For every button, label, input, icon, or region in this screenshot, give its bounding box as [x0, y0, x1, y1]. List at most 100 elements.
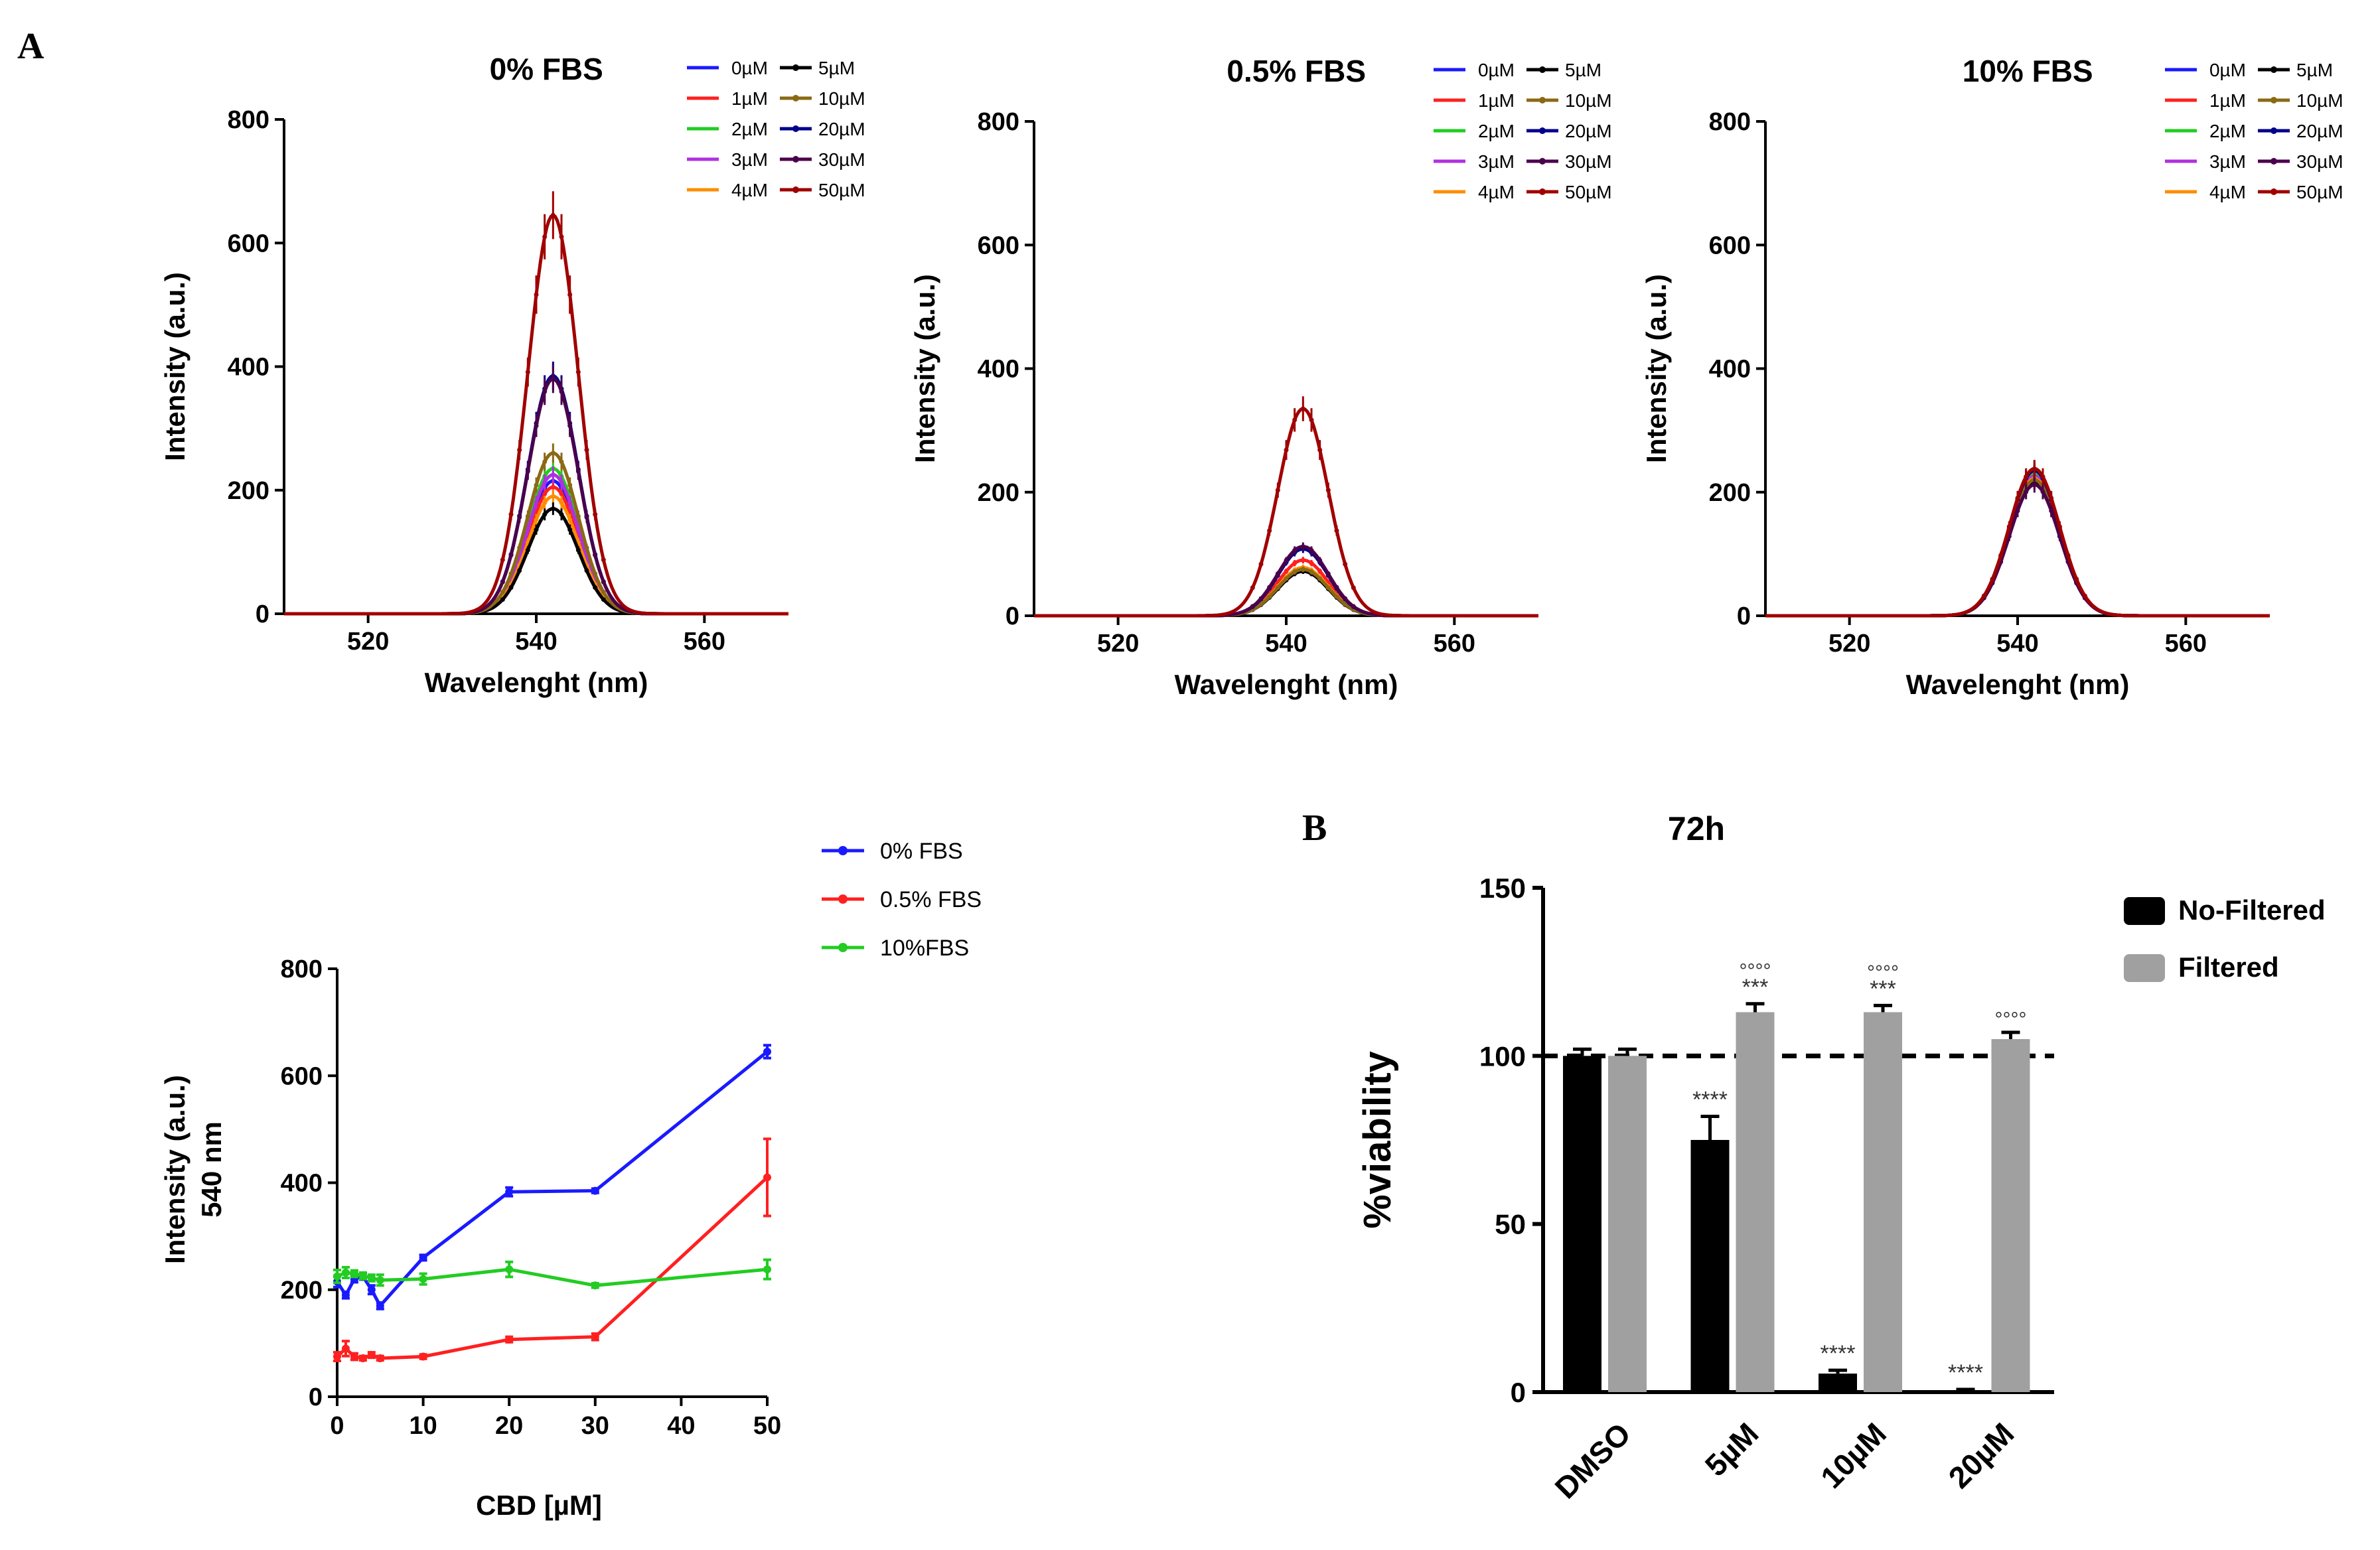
spectrum-point — [542, 480, 548, 485]
spectrum-point — [559, 500, 564, 506]
legend-label: 0µM — [1478, 60, 1515, 80]
spectrum-point — [517, 545, 522, 550]
spectrum-point — [1275, 488, 1280, 493]
y-tick-label: 0 — [256, 600, 269, 628]
spectrum-point — [1267, 594, 1272, 599]
spectrum-point — [2074, 577, 2079, 582]
legend-label: 0.5% FBS — [880, 887, 982, 912]
x-tick-label: 540 — [1265, 630, 1307, 658]
spectrum-point — [1258, 602, 1264, 607]
spectrum-point — [1292, 561, 1298, 566]
spectrum-point — [525, 370, 530, 375]
spectrum-point — [559, 234, 564, 240]
legend-label: 30µM — [1565, 151, 1612, 172]
spectrum-point — [550, 506, 556, 512]
x-tick-label: 540 — [1996, 630, 2038, 658]
data-point — [763, 1047, 771, 1056]
legend-label: 1µM — [731, 88, 768, 109]
viability-bar-chart: 050100150%viability72hDMSO*******°°°°5µM… — [1356, 810, 2326, 1505]
spectrum-point — [500, 579, 505, 585]
spectrum-point — [584, 515, 589, 520]
legend-label: 20µM — [1565, 121, 1612, 141]
spectrum-point — [508, 571, 514, 577]
y-tick-label: 800 — [228, 106, 269, 134]
spectrum-point — [584, 447, 589, 453]
spectrum-point — [1292, 569, 1298, 575]
x-tick-label: 30 — [581, 1412, 609, 1440]
y-tick-label: 150 — [1479, 873, 1526, 904]
data-point — [419, 1275, 427, 1283]
spectrum-point — [550, 472, 556, 477]
y-tick-label: 0 — [1511, 1377, 1526, 1408]
y-tick-label: 200 — [281, 1277, 323, 1304]
spectrum-line — [1034, 558, 1538, 618]
y-tick-label: 600 — [978, 232, 1019, 259]
legend-label: 1µM — [2209, 90, 2246, 111]
x-tick-label: 560 — [684, 628, 725, 656]
legend-label: 4µM — [2209, 182, 2246, 202]
data-point — [333, 1272, 341, 1281]
y-tick-label: 200 — [228, 477, 269, 505]
y-tick-label: 100 — [1479, 1040, 1526, 1072]
spectrum-point — [559, 459, 564, 464]
spectrum-point — [2049, 508, 2054, 514]
significance-circles: °°°° — [1867, 961, 1899, 983]
spectrum-point — [534, 482, 539, 488]
x-tick-label: 10 — [409, 1412, 437, 1440]
spectrum-point — [1309, 547, 1314, 553]
legend-label: 4µM — [731, 180, 768, 200]
y-axis-label: Intensity (a.u.) — [1641, 274, 1672, 463]
legend-label: 10µM — [818, 88, 865, 109]
spectrum-point — [593, 512, 598, 517]
legend-marker — [1539, 97, 1546, 104]
spectrum-point — [1258, 596, 1264, 601]
spectrum-point — [559, 512, 564, 517]
legend-label: 3µM — [1478, 151, 1515, 172]
x-tick-label: 520 — [347, 628, 389, 656]
data-point — [350, 1352, 358, 1361]
legend-marker — [792, 186, 799, 193]
spectrum-point — [584, 545, 589, 550]
data-point — [591, 1281, 599, 1290]
y-tick-label: 0 — [1005, 602, 1019, 630]
spectrum-point — [567, 500, 573, 505]
data-point — [591, 1186, 599, 1195]
legend-swatch — [2124, 954, 2165, 982]
legend-label: 1µM — [1478, 90, 1515, 111]
chart-title: 0.5% FBS — [1227, 54, 1366, 88]
data-point — [376, 1301, 384, 1310]
legend-label: 20µM — [2296, 121, 2343, 141]
spectrum-point — [1334, 594, 1339, 599]
spectrum-line — [1034, 407, 1538, 618]
legend-marker — [2270, 127, 2277, 134]
spectrum-point — [559, 480, 564, 485]
legend-marker — [2270, 158, 2277, 165]
spectrum-point — [534, 500, 539, 505]
spectrum-point — [1309, 561, 1314, 566]
spectrum-point — [508, 553, 514, 558]
y-tick-label: 400 — [228, 354, 269, 382]
series-line — [336, 1267, 768, 1287]
spectrum-point — [575, 547, 581, 553]
spectrum-point — [1275, 571, 1280, 577]
spectrum-point — [1981, 593, 1986, 599]
chart-title: 10% FBS — [1963, 54, 2093, 88]
spectrum-point — [1267, 585, 1272, 590]
spectrum-point — [601, 589, 606, 595]
spectrum-point — [1258, 561, 1264, 567]
legend-label: 10%FBS — [880, 936, 969, 961]
spectrum-point — [1990, 577, 1995, 582]
spectrum-line — [1034, 565, 1538, 618]
data-point — [341, 1344, 350, 1353]
bar — [1690, 1140, 1730, 1392]
spectrum-point — [2032, 466, 2037, 471]
x-axis-label: Wavelenght (nm) — [425, 667, 648, 698]
spectrum-chart-0-fbs: 0 200 400 600 800 520 540 560 Wavelenght (nm) Int… — [159, 52, 865, 698]
legend-label: 50µM — [818, 180, 865, 200]
spectrum-point — [534, 292, 539, 297]
y-tick-label: 600 — [281, 1062, 323, 1090]
spectrum-point — [534, 423, 539, 429]
significance-stars: **** — [1948, 1360, 1983, 1385]
spectrum-point — [1325, 488, 1331, 493]
spectrum-point — [2040, 474, 2045, 479]
